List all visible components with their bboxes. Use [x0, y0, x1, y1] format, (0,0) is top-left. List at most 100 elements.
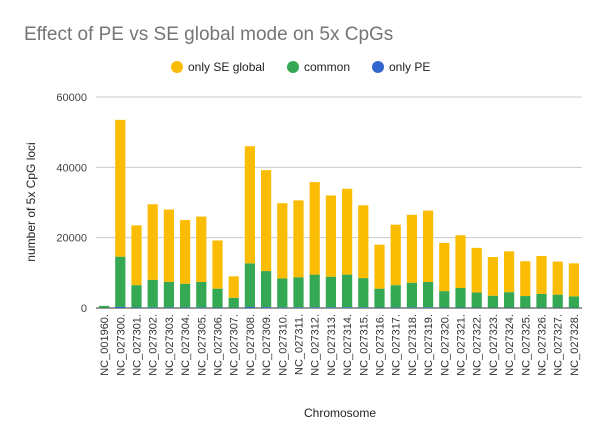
x-tick-label: NC_027316. — [375, 314, 387, 376]
x-tick-label: NC_027324. — [504, 314, 516, 376]
bar-segment-common — [520, 296, 530, 308]
bar-segment-only-se-global — [131, 225, 141, 285]
bar-segment-only-se-global — [536, 256, 546, 294]
x-tick-label: NC_027305. — [196, 314, 208, 376]
bar-segment-only-pe — [342, 307, 352, 308]
bar-segment-only-se-global — [374, 245, 384, 289]
bar-segment-common — [504, 292, 514, 307]
legend-label: only SE global — [188, 60, 265, 74]
bar-segment-only-se-global — [180, 220, 190, 284]
bar-segment-only-se-global — [407, 215, 417, 283]
bar-segment-only-pe — [423, 307, 433, 308]
x-tick-label: NC_027320. — [439, 314, 451, 376]
bar-segment-common — [536, 294, 546, 308]
bar-segment-only-se-global — [212, 240, 222, 288]
bar-segment-common — [148, 280, 158, 308]
x-tick-label: NC_027313. — [326, 314, 338, 376]
bar-segment-only-pe — [261, 307, 271, 308]
bar-segment-common — [488, 296, 498, 308]
bar-segment-only-se-global — [455, 235, 465, 288]
x-tick-label: NC_027309. — [261, 314, 273, 376]
x-tick-label: NC_027317. — [391, 314, 403, 376]
bar-segment-only-se-global — [439, 243, 449, 291]
bar-segment-only-pe — [148, 307, 158, 308]
bar-segment-common — [407, 283, 417, 308]
bar-segment-common — [131, 285, 141, 307]
bar-segment-only-se-global — [472, 248, 482, 293]
bar-segment-only-pe — [245, 307, 255, 308]
bar-segment-only-se-global — [293, 200, 303, 277]
chart-title: Effect of PE vs SE global mode on 5x CpG… — [24, 24, 393, 45]
bar-segment-common — [164, 282, 174, 307]
bar-segment-only-se-global — [326, 195, 336, 276]
bar-segment-only-se-global — [229, 276, 239, 297]
x-tick-label: NC_027312. — [310, 314, 322, 376]
legend-label: only PE — [389, 60, 430, 74]
bar-segment-only-se-global — [342, 189, 352, 275]
bar-segment-common — [553, 295, 563, 308]
bar-segment-common — [358, 278, 368, 307]
bar-segment-only-se-global — [310, 182, 320, 274]
y-tick-label: 0 — [81, 303, 87, 315]
x-tick-label: NC_027328. — [569, 314, 581, 376]
x-tick-label: NC_027302. — [148, 314, 160, 376]
legend-swatch — [287, 61, 299, 73]
bar-segment-only-se-global — [261, 170, 271, 271]
bar-segment-common — [261, 271, 271, 307]
bar-segment-common — [472, 293, 482, 308]
bar-segment-only-pe — [115, 307, 125, 308]
bar-segment-only-se-global — [115, 120, 125, 257]
x-tick-label: NC_027327. — [553, 314, 565, 376]
x-tick-label: NC_027318. — [407, 314, 419, 376]
bar-segment-common — [569, 296, 579, 307]
x-tick-label: NC_027311. — [294, 314, 306, 375]
bar-segment-only-se-global — [277, 203, 287, 278]
y-tick-label: 40000 — [56, 162, 87, 174]
bar-segment-only-pe — [358, 307, 368, 308]
y-tick-label: 60000 — [56, 92, 87, 104]
x-tick-label: NC_027323. — [488, 314, 500, 376]
x-tick-label: NC_027300. — [115, 314, 127, 376]
bar-segment-only-se-global — [504, 251, 514, 292]
bar-segment-only-se-global — [423, 211, 433, 282]
x-tick-label: NC_027315. — [358, 314, 370, 376]
y-axis-label: number of 5x CpG loci — [24, 142, 38, 261]
x-tick-label: NC_027308. — [245, 314, 257, 376]
x-tick-label: NC_027319. — [423, 314, 435, 376]
bar-segment-only-se-global — [569, 263, 579, 296]
bar-segment-common — [245, 263, 255, 307]
bar-segment-only-pe — [293, 307, 303, 308]
bar-segment-common — [455, 288, 465, 308]
bar-segment-only-se-global — [148, 204, 158, 280]
bar-segment-only-se-global — [520, 261, 530, 296]
bar-segment-common — [391, 285, 401, 307]
x-tick-label: NC_027307. — [229, 314, 241, 376]
legend-swatch — [372, 61, 384, 73]
y-tick-label: 20000 — [56, 233, 87, 245]
x-tick-label: NC_027303. — [164, 314, 176, 376]
x-tick-label: NC_027325. — [520, 314, 532, 376]
bar-segment-common — [196, 282, 206, 307]
bar-segment-common — [277, 278, 287, 307]
bar-segment-only-pe — [391, 307, 401, 308]
bar-segment-common — [180, 284, 190, 308]
bar-segment-common — [310, 275, 320, 308]
x-tick-label: NC_001960. — [99, 314, 111, 376]
x-tick-label: NC_027314. — [342, 314, 354, 376]
bar-segment-common — [439, 291, 449, 307]
bar-segment-only-pe — [196, 307, 206, 308]
x-tick-label: NC_027306. — [213, 314, 225, 376]
bar-segment-common — [115, 257, 125, 307]
x-tick-label: NC_027304. — [180, 314, 192, 376]
bar-segment-only-se-global — [196, 217, 206, 282]
x-axis-label: Chromosome — [304, 406, 376, 420]
bar-segment-common — [374, 289, 384, 308]
bar-segment-only-se-global — [245, 146, 255, 263]
bar-segment-common — [293, 277, 303, 307]
x-tick-label: NC_027321. — [456, 314, 468, 376]
bar-segment-only-pe — [277, 307, 287, 308]
x-tick-label: NC_027322. — [472, 314, 484, 376]
bar-segment-common — [342, 275, 352, 308]
bar-segment-only-pe — [180, 307, 190, 308]
